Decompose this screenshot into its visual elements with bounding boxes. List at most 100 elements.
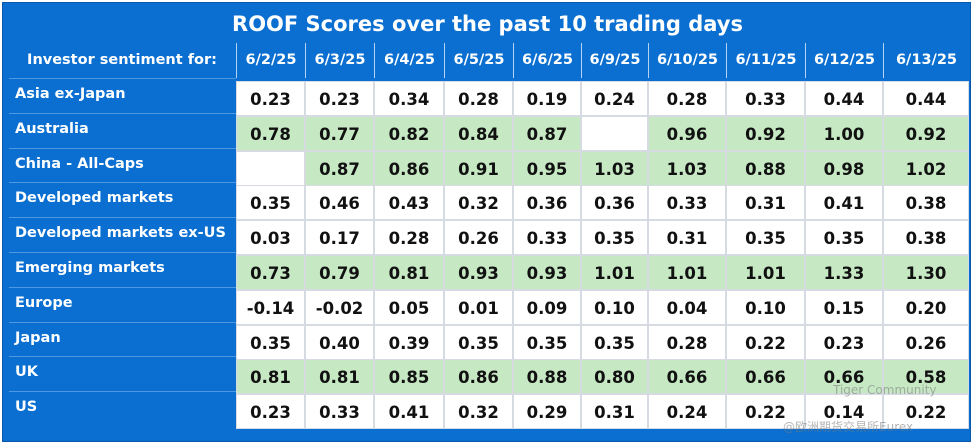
score-cell: 0.19: [513, 81, 581, 116]
date-header: 6/3/25: [305, 43, 374, 78]
score-cell: 0.86: [374, 150, 444, 186]
score-cell: 0.44: [805, 81, 883, 116]
score-cell: 0.35: [513, 324, 581, 360]
row-label: Developed markets: [9, 182, 236, 216]
score-cell: 0.44: [883, 81, 969, 116]
score-cell: 0.95: [513, 150, 581, 186]
score-cell: 1.01: [726, 255, 805, 290]
score-cell: 0.10: [581, 289, 648, 325]
score-cell: 0.92: [883, 115, 969, 151]
score-cell: 1.30: [883, 255, 969, 290]
score-cell: 0.28: [444, 81, 513, 116]
score-cell: 0.26: [883, 324, 969, 360]
score-cell: 0.35: [444, 324, 513, 360]
score-cell: 0.33: [305, 394, 374, 430]
date-header: 6/12/25: [805, 43, 883, 78]
score-cell: 0.40: [305, 324, 374, 360]
score-cell: 0.31: [581, 394, 648, 430]
score-cell: 0.73: [236, 255, 305, 290]
row-label: Asia ex-Japan: [9, 78, 236, 112]
date-header: 6/4/25: [374, 43, 444, 78]
score-cell: 1.03: [581, 150, 648, 186]
score-cell: [581, 115, 648, 151]
date-header: 6/13/25: [883, 43, 969, 78]
row-label: US: [9, 391, 236, 425]
score-cell: 0.38: [883, 220, 969, 256]
score-cell: 0.66: [648, 359, 726, 395]
score-cell: 0.84: [444, 115, 513, 151]
score-cell: 0.28: [648, 324, 726, 360]
score-cell: 0.86: [444, 359, 513, 395]
date-header: 6/2/25: [236, 43, 305, 78]
score-cell: 1.00: [805, 115, 883, 151]
score-cell: 0.41: [805, 185, 883, 221]
score-cell: 0.82: [374, 115, 444, 151]
row-label: Developed markets ex-US: [9, 217, 236, 251]
score-cell: 0.92: [726, 115, 805, 151]
score-cell: 0.85: [374, 359, 444, 395]
score-cell: 0.43: [374, 185, 444, 221]
score-cell: 0.31: [648, 220, 726, 256]
score-cell: 0.23: [305, 81, 374, 116]
row-label: Europe: [9, 286, 236, 321]
score-cell: 0.04: [648, 289, 726, 325]
date-header: 6/6/25: [513, 43, 581, 78]
score-cell: 0.32: [444, 394, 513, 430]
score-cell: 0.35: [726, 220, 805, 256]
score-cell: 0.80: [581, 359, 648, 395]
score-cell: 0.93: [513, 255, 581, 290]
score-cell: 0.46: [305, 185, 374, 221]
row-label: Australia: [9, 112, 236, 147]
score-cell: 0.66: [805, 359, 883, 395]
score-cell: 0.79: [305, 255, 374, 290]
row-label: Japan: [9, 321, 236, 356]
score-cell: 0.20: [883, 289, 969, 325]
score-cell: 0.09: [513, 289, 581, 325]
score-cell: [236, 150, 305, 186]
score-cell: 0.24: [581, 81, 648, 116]
score-cell: 0.98: [805, 150, 883, 186]
score-cell: 0.33: [513, 220, 581, 256]
table-title: ROOF Scores over the past 10 trading day…: [232, 12, 743, 36]
score-cell: 0.10: [726, 289, 805, 325]
score-cell: 1.03: [648, 150, 726, 186]
score-cell: 0.81: [236, 359, 305, 395]
score-cell: 0.88: [726, 150, 805, 186]
score-cell: 0.81: [305, 359, 374, 395]
score-cell: -0.14: [236, 289, 305, 325]
score-cell: 0.23: [236, 394, 305, 430]
watermark-line1: Tiger Community: [833, 383, 937, 397]
header-label: Investor sentiment for:: [27, 52, 217, 68]
score-cell: 0.66: [726, 359, 805, 395]
date-header: 6/5/25: [444, 43, 513, 78]
score-cell: 1.01: [648, 255, 726, 290]
score-cell: 0.81: [374, 255, 444, 290]
score-cell: 0.35: [805, 220, 883, 256]
score-cell: 0.23: [805, 324, 883, 360]
score-cell: 0.15: [805, 289, 883, 325]
score-cell: 0.41: [374, 394, 444, 430]
score-cell: 0.35: [581, 324, 648, 360]
score-cell: 0.24: [648, 394, 726, 430]
score-cell: 0.01: [444, 289, 513, 325]
score-cell: 0.28: [374, 220, 444, 256]
row-label: China - All-Caps: [9, 147, 236, 182]
score-cell: 0.29: [513, 394, 581, 430]
date-header: 6/10/25: [648, 43, 726, 78]
score-cell: 0.17: [305, 220, 374, 256]
row-label: UK: [9, 356, 236, 390]
score-cell: 0.35: [236, 324, 305, 360]
score-cell: 0.88: [513, 359, 581, 395]
score-cell: 0.77: [305, 115, 374, 151]
score-cell: 0.23: [236, 81, 305, 116]
score-cell: 1.02: [883, 150, 969, 186]
score-cell: 0.33: [726, 81, 805, 116]
row-label: Emerging markets: [9, 252, 236, 286]
score-cell: 0.58: [883, 359, 969, 395]
watermark-line2: @欧洲期货交易所Eurex: [783, 420, 914, 434]
score-cell: 1.33: [805, 255, 883, 290]
score-cell: 0.78: [236, 115, 305, 151]
score-cell: 0.26: [444, 220, 513, 256]
score-cell: 0.22: [883, 394, 969, 430]
